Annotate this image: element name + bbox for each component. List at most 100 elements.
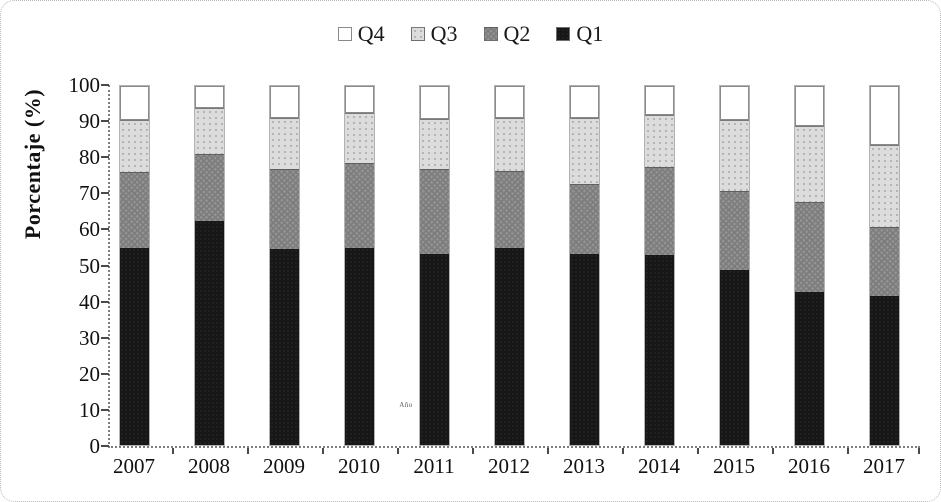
segment-q3-2017: [869, 145, 899, 228]
y-axis-tick-label-0: 0: [89, 434, 101, 458]
segment-q4-2010: [344, 86, 374, 113]
x-axis-label-2017: 2017: [863, 454, 905, 478]
legend-label-q4: Q4: [357, 21, 385, 46]
x-axis-tick-9: [846, 448, 849, 454]
segment-q1-2008: [194, 220, 224, 445]
segment-q2-2014: [644, 167, 674, 256]
y-axis-tick-label-70: 70: [79, 181, 100, 206]
segment-q1-2009: [269, 249, 299, 445]
x-axis-tick-5: [546, 448, 549, 454]
y-axis-tick-80: [101, 156, 109, 159]
x-axis-end-tick: [918, 448, 920, 454]
x-axis-label-2007: 2007: [113, 454, 155, 478]
segment-q3-2013: [569, 118, 599, 184]
x-axis-tick-6: [621, 448, 624, 454]
segment-q3-2014: [644, 114, 674, 168]
segment-q2-2012: [494, 170, 524, 249]
segment-q4-2012: [494, 86, 524, 118]
y-axis-tick-label-60: 60: [79, 217, 100, 242]
chart-legend: Q4 Q3 Q2 Q1: [1, 23, 940, 45]
bar-2010: [343, 85, 375, 446]
x-axis-label-2010: 2010: [338, 454, 380, 478]
plot-area: 0 10 20 30 40 50 60 70 80 90 100 2007 2008 2009 2010 20…: [69, 75, 920, 478]
segment-q2-2015: [719, 190, 749, 271]
legend-label-q3: Q3: [430, 21, 458, 46]
y-axis-tick-label-90: 90: [79, 109, 100, 134]
segment-q1-2016: [794, 292, 824, 445]
bar-2014: [643, 85, 675, 446]
x-axis-tick-0: [171, 448, 174, 454]
legend-swatch-q2-icon: [483, 27, 498, 41]
segment-q2-2010: [344, 163, 374, 248]
legend-item-q3: Q3: [410, 21, 458, 46]
x-axis-label-2012: 2012: [488, 454, 530, 478]
y-axis-tick-label-80: 80: [79, 145, 100, 170]
x-axis-tick-3: [396, 448, 399, 454]
segment-q2-2011: [419, 169, 449, 254]
segment-q3-2009: [269, 118, 299, 169]
segment-q2-2008: [194, 154, 224, 221]
y-axis-tick-label-10: 10: [79, 397, 100, 422]
y-axis-tick-70: [101, 192, 109, 195]
bar-2007: [118, 85, 150, 446]
y-axis-tick-60: [101, 228, 109, 231]
x-axis-label-2009: 2009: [263, 454, 305, 478]
x-axis-label-2015: 2015: [713, 454, 755, 478]
y-axis-tick-label-40: 40: [79, 289, 100, 314]
segment-q2-2013: [569, 183, 599, 255]
y-axis-tick-30: [101, 336, 109, 339]
legend-swatch-q3-icon: [410, 27, 425, 41]
bar-2013: [568, 85, 600, 446]
segment-q4-2015: [719, 86, 749, 121]
segment-q1-2007: [119, 247, 149, 445]
legend-item-q2: Q2: [483, 23, 530, 45]
legend-item-q4: Q4: [337, 21, 385, 46]
y-axis-tick-10: [101, 408, 109, 411]
x-axis-label-2008: 2008: [188, 454, 230, 478]
segment-q3-2011: [419, 119, 449, 170]
bar-2011: [418, 85, 450, 446]
y-axis-tick-label-30: 30: [79, 325, 100, 350]
y-axis-tick-100: [101, 84, 109, 86]
segment-q3-2010: [344, 112, 374, 164]
legend-label-q1: Q1: [576, 21, 604, 46]
x-axis-label-2014: 2014: [638, 454, 680, 478]
bar-2015: [718, 85, 750, 446]
segment-q1-2011: [419, 253, 449, 445]
y-axis-tick-90: [101, 120, 109, 123]
segment-q3-2007: [119, 120, 149, 173]
segment-q4-2013: [569, 86, 599, 119]
x-axis-tick-8: [771, 448, 774, 454]
y-axis-tick-40: [101, 300, 109, 303]
x-axis-label-2013: 2013: [563, 454, 605, 478]
segment-q2-2007: [119, 172, 149, 248]
segment-q4-2009: [269, 86, 299, 119]
segment-q1-2017: [869, 296, 899, 445]
legend-swatch-q1-icon: [556, 27, 571, 41]
y-axis-tick-20: [101, 372, 109, 375]
legend-item-q1: Q1: [556, 23, 603, 45]
legend-swatch-q4-icon: [337, 27, 352, 41]
segment-q4-2017: [869, 86, 899, 146]
x-axis-label-2016: 2016: [788, 454, 830, 478]
segment-q3-2015: [719, 120, 749, 191]
segment-q2-2016: [794, 202, 824, 293]
segment-q3-2016: [794, 125, 824, 203]
y-axis-tick-label-20: 20: [79, 361, 100, 386]
segment-q3-2008: [194, 107, 224, 155]
x-axis-title: Año: [399, 401, 413, 409]
segment-q2-2017: [869, 227, 899, 297]
x-axis-tick-4: [471, 448, 474, 454]
x-axis-tick-2: [321, 448, 324, 454]
y-axis-tick-50: [101, 264, 109, 267]
bar-2017: [868, 85, 900, 446]
segment-q4-2014: [644, 86, 674, 115]
segment-q1-2015: [719, 270, 749, 445]
y-axis-tick-label-100: 100: [68, 73, 101, 97]
x-axis-tick-1: [246, 448, 249, 454]
segment-q4-2008: [194, 86, 224, 108]
segment-q1-2014: [644, 255, 674, 445]
segment-q4-2007: [119, 86, 149, 121]
segment-q3-2012: [494, 117, 524, 171]
